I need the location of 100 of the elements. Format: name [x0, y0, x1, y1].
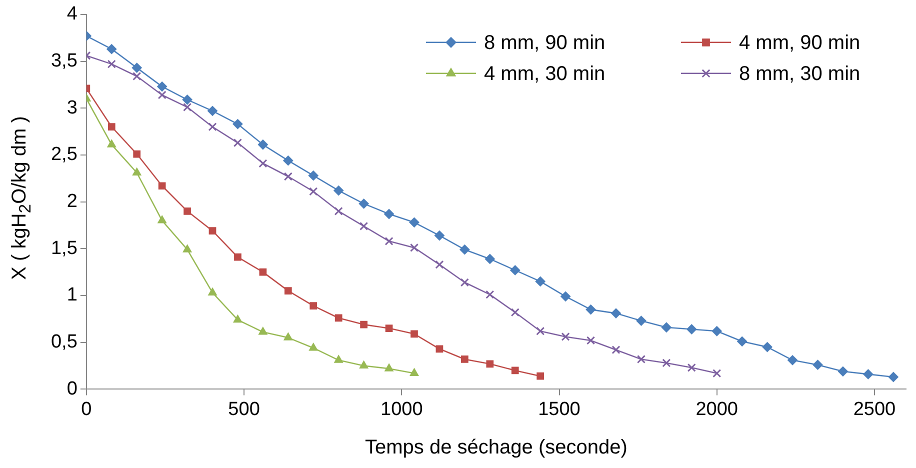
- point: [208, 288, 217, 296]
- point: [360, 222, 368, 230]
- point: [308, 170, 318, 181]
- point: [258, 140, 268, 150]
- point: [259, 268, 267, 276]
- point: [812, 360, 823, 370]
- point: [107, 60, 116, 68]
- point: [561, 332, 570, 342]
- point: [687, 363, 696, 372]
- point: [132, 168, 142, 176]
- point: [158, 216, 166, 224]
- point: [157, 82, 168, 92]
- point: [662, 358, 671, 368]
- x-tick-label: 2000: [696, 398, 738, 420]
- point: [132, 72, 142, 81]
- point: [158, 182, 166, 190]
- point: [610, 308, 621, 318]
- point: [435, 260, 444, 269]
- x-axis-title: Temps de séchage (seconde): [365, 436, 628, 459]
- y-tick-label: 3,5: [50, 50, 78, 72]
- point: [132, 62, 142, 73]
- point: [359, 360, 368, 369]
- point: [233, 314, 242, 323]
- point: [384, 236, 394, 246]
- point: [586, 336, 596, 345]
- point: [384, 208, 394, 219]
- point: [636, 354, 646, 364]
- point: [234, 253, 242, 261]
- point: [712, 368, 722, 378]
- point: [284, 332, 293, 340]
- point: [461, 356, 468, 363]
- x-tick-label: 500: [228, 398, 260, 420]
- point: [535, 276, 546, 286]
- point: [208, 106, 218, 116]
- point: [510, 265, 520, 276]
- point: [410, 368, 419, 376]
- point: [107, 140, 116, 148]
- point: [106, 44, 117, 54]
- point: [838, 366, 848, 376]
- x-tick-label: 2500: [853, 398, 896, 420]
- point: [436, 345, 444, 353]
- point: [334, 186, 344, 196]
- point: [536, 326, 545, 336]
- point: [661, 322, 672, 332]
- point: [309, 187, 318, 196]
- point: [434, 230, 444, 241]
- point: [358, 198, 369, 209]
- y-tick-label: 3: [66, 97, 78, 118]
- point: [762, 342, 772, 352]
- point: [284, 172, 292, 181]
- x-tick-label: 0: [81, 398, 92, 420]
- point: [888, 372, 898, 382]
- point: [636, 316, 646, 326]
- point: [484, 254, 495, 264]
- point: [486, 290, 494, 299]
- point: [712, 326, 722, 336]
- point: [334, 314, 342, 322]
- point: [158, 90, 166, 100]
- legend-label: 4 mm, 30 min: [484, 62, 606, 85]
- y-tick-label: 0: [66, 378, 78, 400]
- point: [460, 278, 469, 287]
- point: [560, 291, 571, 302]
- point: [108, 123, 116, 131]
- point: [258, 159, 268, 168]
- point: [460, 244, 470, 255]
- point: [133, 150, 141, 158]
- point: [737, 336, 748, 346]
- point: [334, 206, 343, 216]
- point: [283, 156, 294, 166]
- point: [409, 217, 420, 228]
- legend-label: 8 mm, 90 min: [484, 32, 606, 54]
- point: [183, 102, 192, 112]
- y-tick-label: 2,5: [50, 144, 78, 166]
- point: [788, 355, 798, 366]
- x-tick-label: 1500: [538, 398, 580, 420]
- point: [863, 369, 874, 380]
- point: [182, 244, 192, 252]
- point: [511, 366, 519, 374]
- point: [310, 302, 318, 310]
- point: [308, 342, 318, 351]
- x-tick-label: 1000: [380, 398, 423, 420]
- legend-label: 4 mm, 90 min: [739, 32, 860, 54]
- point: [410, 330, 418, 338]
- point: [182, 94, 192, 105]
- point: [360, 320, 368, 328]
- y-tick-label: 4: [66, 4, 78, 25]
- point: [334, 355, 343, 363]
- legend-label: 8 mm, 30 min: [739, 62, 860, 85]
- point: [385, 324, 393, 332]
- y-tick-label: 0,5: [50, 332, 78, 353]
- point: [536, 372, 544, 380]
- point: [258, 327, 268, 335]
- point: [486, 360, 494, 368]
- point: [410, 243, 419, 252]
- point: [586, 304, 596, 315]
- point: [184, 207, 191, 215]
- point: [686, 324, 697, 334]
- point: [384, 364, 394, 372]
- point: [208, 227, 216, 235]
- point: [233, 138, 242, 148]
